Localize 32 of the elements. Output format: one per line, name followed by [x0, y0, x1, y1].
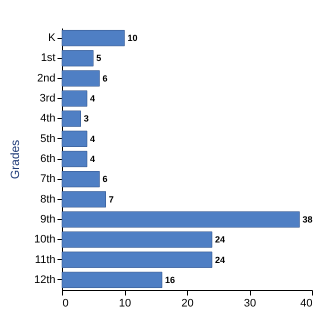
y-tick-label: 11th [34, 254, 56, 266]
data-label: 6 [102, 73, 108, 84]
y-tick-label: 10th [34, 234, 56, 246]
data-label: 6 [102, 174, 108, 184]
x-tick-label: 30 [244, 298, 256, 310]
data-label: 24 [215, 254, 226, 265]
data-label: 4 [90, 154, 96, 164]
x-tick-label: 0 [62, 298, 69, 310]
y-tick-label: 9th [40, 213, 56, 226]
data-label: 4 [90, 134, 96, 144]
data-label: 5 [96, 53, 102, 64]
y-tick-label: 1st [40, 52, 56, 64]
y-tick-label: 7th [40, 173, 56, 186]
data-label: 7 [108, 194, 114, 204]
data-label: 10 [128, 33, 138, 44]
y-tick-label: 12th [34, 274, 56, 286]
y-tick-label: 8th [40, 193, 56, 206]
y-tick-label: 2nd [37, 72, 56, 84]
y-tick-label: K [48, 32, 56, 44]
x-tick-label: 40 [300, 298, 312, 310]
y-axis-title: Grades [8, 140, 22, 180]
y-tick-label: 5th [40, 132, 56, 145]
y-tick-label: 4th [40, 112, 56, 125]
data-label: 4 [90, 94, 96, 104]
data-label: 3 [84, 114, 89, 124]
data-label: 16 [165, 274, 176, 285]
x-tick-label: 20 [181, 298, 194, 310]
data-label: 24 [215, 234, 226, 245]
y-tick-label: 3rd [40, 92, 56, 105]
x-tick-label: 10 [118, 298, 132, 310]
y-tick-label: 6th [40, 153, 56, 165]
data-label: 38 [302, 214, 313, 224]
